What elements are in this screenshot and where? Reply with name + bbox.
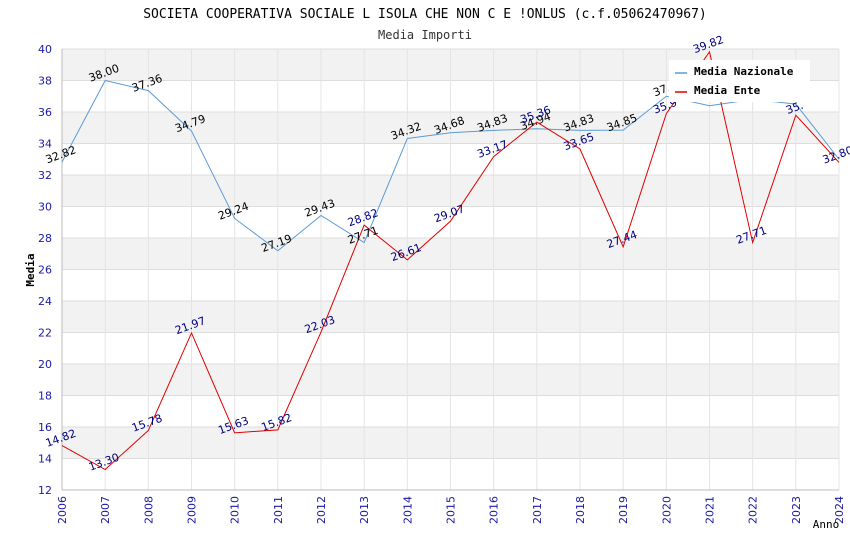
x-tick-label: 2019	[617, 496, 630, 524]
x-tick-label: 2022	[747, 496, 760, 524]
legend: Media Nazionale Media Ente	[669, 60, 810, 102]
y-tick-label: 22	[38, 327, 52, 340]
chart-subtitle: Media Importi	[378, 28, 472, 42]
x-tick-label: 2008	[142, 496, 155, 524]
x-tick-labels: 2006 2007 2008 2009 2010 2011 2012 2013 2014 2015…	[56, 496, 846, 524]
data-label: 35.	[784, 99, 805, 117]
y-tick-label: 34	[38, 138, 52, 151]
legend-label-media-ente: Media Ente	[694, 84, 761, 97]
x-tick-label: 2009	[186, 496, 199, 524]
legend-label-media-nazionale: Media Nazionale	[694, 65, 794, 78]
x-tick-label: 2020	[660, 496, 673, 524]
y-tick-label: 38	[38, 75, 52, 88]
y-tick-labels: 12 14 16 18 20 22 24 26 28 30 32 34 36 38 40	[38, 43, 52, 497]
series-line-1	[61, 50, 840, 471]
y-tick-label: 30	[38, 201, 52, 214]
x-tick-label: 2010	[229, 496, 242, 524]
y-tick-label: 20	[38, 358, 52, 371]
x-tick-label: 2023	[790, 496, 803, 524]
y-tick-label: 24	[38, 295, 52, 308]
y-tick-label: 40	[38, 43, 52, 56]
y-tick-label: 36	[38, 106, 52, 119]
x-tick-label: 2011	[272, 496, 285, 524]
y-axis-label: Media	[24, 253, 37, 286]
y-tick-label: 14	[38, 453, 52, 466]
axes	[61, 49, 839, 491]
x-tick-label: 2018	[574, 496, 587, 524]
series-line-0	[61, 79, 840, 252]
x-tick-label: 2015	[445, 496, 458, 524]
series-lines	[61, 50, 840, 471]
x-tick-label: 2024	[833, 496, 846, 524]
chart-title: SOCIETA COOPERATIVA SOCIALE L ISOLA CHE …	[143, 7, 707, 22]
y-tick-label: 26	[38, 264, 52, 277]
x-tick-label: 2017	[531, 496, 544, 524]
legend-box	[669, 60, 810, 102]
x-tick-label: 2006	[56, 496, 69, 524]
x-tick-label: 2021	[704, 496, 717, 524]
y-tick-label: 16	[38, 421, 52, 434]
y-tick-label: 28	[38, 232, 52, 245]
x-tick-label: 2016	[488, 496, 501, 524]
x-tick-label: 2014	[401, 496, 414, 524]
y-tick-label: 32	[38, 169, 52, 182]
x-axis-label: Anno	[813, 518, 840, 531]
y-tick-label: 18	[38, 390, 52, 403]
x-tick-label: 2007	[99, 496, 112, 524]
x-tick-label: 2012	[315, 496, 328, 524]
x-tick-label: 2013	[358, 496, 371, 524]
y-tick-label: 12	[38, 484, 52, 497]
